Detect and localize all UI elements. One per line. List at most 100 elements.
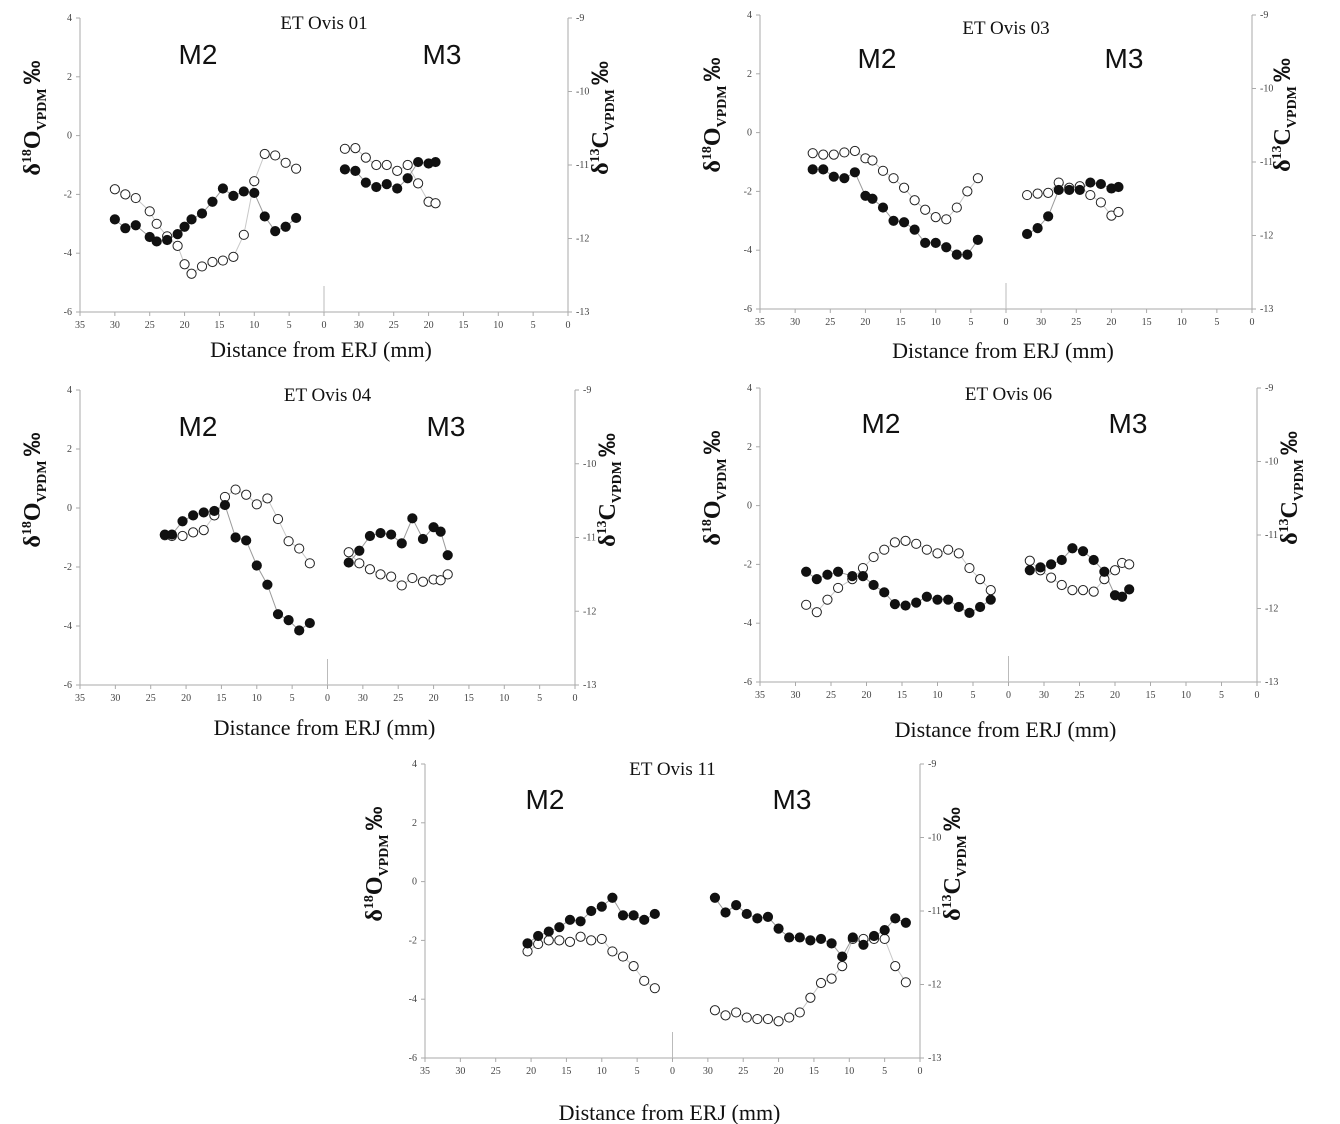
d13c-point	[833, 582, 844, 594]
x-tick-label-m2: 10	[933, 690, 943, 701]
y-right-tick-label: -13	[1260, 304, 1273, 315]
d18o-point	[343, 557, 354, 568]
d18o-point	[360, 177, 371, 188]
d13c-point	[407, 572, 418, 584]
d18o-point	[564, 914, 576, 925]
y-left-tick-label: -2	[409, 935, 417, 946]
d13c-point	[543, 935, 554, 946]
d18o-point	[847, 571, 858, 582]
x-tick-label-m2: 25	[145, 320, 155, 331]
d18o-point	[251, 560, 262, 571]
x-tick-label-m3: 25	[1071, 317, 1081, 328]
x-tick-label-m2: 35	[420, 1066, 430, 1077]
y-right-tick-label: -10	[1265, 457, 1278, 468]
d18o-point	[847, 932, 858, 943]
d18o-point	[1085, 177, 1096, 188]
d13c-point	[1056, 579, 1067, 591]
d18o-point	[402, 173, 413, 184]
d18o-point	[219, 499, 231, 511]
d13c-point	[807, 148, 818, 159]
x-tick-label-m2: 10	[931, 317, 941, 328]
d13c-point	[262, 493, 273, 504]
x-tick-label-m3: 15	[1142, 317, 1152, 328]
d18o-point	[805, 935, 816, 946]
d13c-point	[596, 933, 607, 945]
d18o-point	[900, 600, 911, 611]
d18o-point	[435, 526, 446, 537]
y-right-tick-label: -11	[1260, 157, 1273, 168]
d13c-point	[238, 229, 249, 240]
d13c-point	[417, 576, 429, 587]
y-left-tick-label: -2	[64, 189, 72, 200]
y-left-tick-label: 0	[747, 501, 752, 512]
d18o-point	[1046, 559, 1057, 570]
chart-title: ET Ovis 06	[965, 384, 1052, 405]
tooth-label-m3: M3	[773, 784, 812, 815]
d13c-point	[371, 159, 382, 171]
d13c-point	[762, 1013, 774, 1025]
x-tick-label-m2: 5	[635, 1066, 640, 1077]
x-tick-label-m3: 15	[809, 1066, 819, 1077]
d13c-point	[1046, 572, 1057, 583]
y-right-tick-label: -9	[1265, 383, 1273, 394]
d13c-point	[1088, 586, 1099, 597]
y-right-tick-label: -13	[928, 1053, 941, 1064]
d13c-point	[1024, 555, 1035, 566]
d18o-point	[339, 164, 351, 175]
d18o-point	[617, 910, 629, 921]
x-tick-label-m3: 30	[358, 693, 368, 704]
x-tick-label-m2: 30	[110, 320, 120, 331]
d18o-point	[964, 607, 975, 619]
d13c-point	[396, 580, 407, 591]
d18o-point	[188, 510, 199, 521]
d18o-point	[628, 910, 639, 921]
d18o-point	[1099, 566, 1110, 577]
d13c-point	[837, 961, 848, 972]
d18o-point	[1024, 565, 1035, 576]
y-right-tick-label: -13	[576, 307, 589, 318]
d13c-point	[442, 569, 453, 580]
d18o-point	[741, 908, 752, 920]
x-tick-label-m2: 15	[896, 317, 906, 328]
x-tick-label-m3: 10	[1177, 317, 1187, 328]
d13c-point	[826, 973, 837, 984]
d18o-point	[554, 922, 565, 933]
d13c-point	[639, 975, 650, 986]
y-right-tick-label: -12	[1265, 604, 1278, 615]
y-right-tick-label: -9	[928, 759, 936, 770]
d13c-point	[815, 977, 827, 989]
d18o-point	[186, 214, 197, 225]
d13c-point	[932, 548, 943, 559]
x-tick-label-m2: 10	[249, 320, 259, 331]
d13c-point	[228, 251, 239, 262]
d18o-point	[396, 538, 407, 549]
d18o-point	[1021, 228, 1033, 240]
d18o-point	[166, 529, 178, 540]
d13c-point	[259, 148, 270, 160]
x-tick-label-m3: 25	[389, 320, 399, 331]
d13c-point	[354, 558, 365, 569]
y-left-tick-label: 4	[412, 759, 417, 770]
d18o-point	[1067, 543, 1078, 554]
tooth-label-m3: M3	[1109, 408, 1148, 439]
d13c-point	[953, 548, 964, 559]
d18o-point	[879, 925, 890, 936]
chart-title: ET Ovis 04	[284, 385, 372, 406]
y-left-tick-label: -2	[744, 559, 752, 570]
x-tick-label-m3: 30	[1036, 317, 1046, 328]
x-tick-label-m2: 20	[181, 693, 191, 704]
d13c-point	[1077, 585, 1089, 596]
y-right-label-5: δ13CVPDM‰	[939, 807, 970, 921]
y-left-tick-label: 2	[412, 818, 417, 829]
x-tick-label-m3: 15	[1146, 690, 1156, 701]
d13c-point	[1085, 189, 1096, 201]
x-tick-label-m2: 20	[180, 320, 190, 331]
x-tick-label-m2: 15	[216, 693, 226, 704]
y-left-tick-label: 2	[67, 72, 72, 83]
d13c-point	[911, 538, 922, 549]
d18o-point	[857, 571, 869, 582]
x-tick-label-m3: 5	[537, 693, 542, 704]
y-left-label-2: δ18OVPDM‰	[699, 57, 730, 172]
d13c-point	[1124, 559, 1135, 570]
